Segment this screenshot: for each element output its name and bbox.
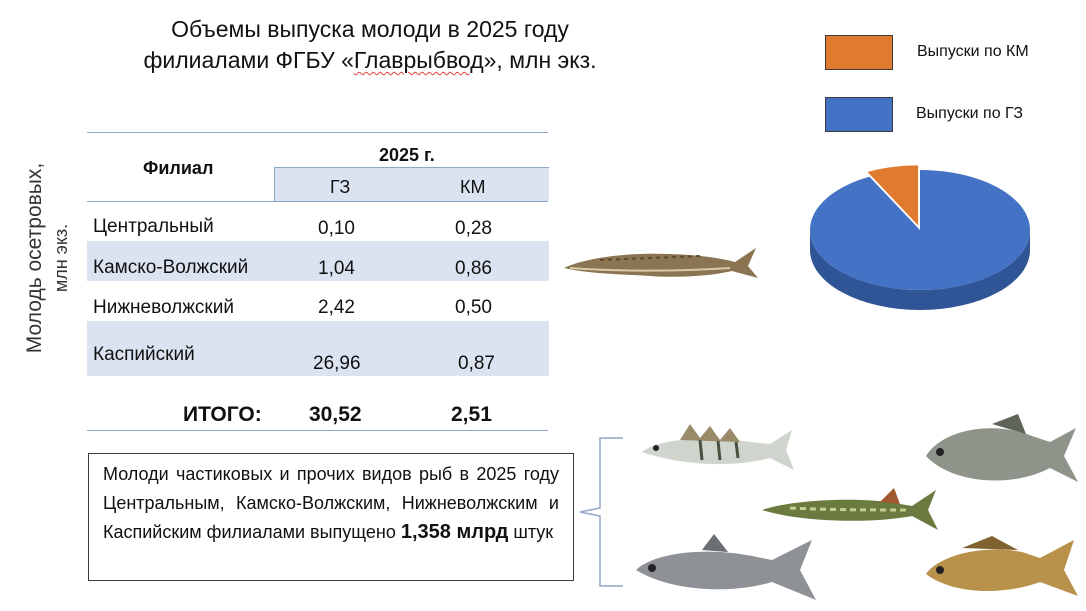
header-bottom-rule <box>87 201 548 202</box>
legend-swatch-gz <box>825 97 893 132</box>
table-row-km: 0,87 <box>458 353 495 374</box>
title-line-2: филиалами ФГБУ «Главрыбвод», млн экз. <box>110 45 630 76</box>
total-gz: 30,52 <box>309 403 362 426</box>
table-row-branch: Нижневолжский <box>93 297 234 318</box>
total-km: 2,51 <box>451 403 492 426</box>
header-divider <box>274 168 275 201</box>
column-header-branch: Филиал <box>143 158 214 178</box>
pie-side <box>810 230 1030 310</box>
table-top-rule <box>87 132 548 133</box>
legend-label-gz: Выпуски по ГЗ <box>916 105 1024 122</box>
table-bottom-rule <box>87 430 548 431</box>
title-line-1: Объемы выпуска молоди в 2025 году <box>171 16 569 42</box>
table-row-branch: Центральный <box>93 216 214 237</box>
table-row-gz: 26,96 <box>313 353 361 374</box>
perch-icon <box>642 424 794 470</box>
legend-swatch-km <box>825 35 893 70</box>
table-row-km: 0,28 <box>455 218 492 239</box>
table-row-km: 0,86 <box>455 258 492 279</box>
year-rule <box>274 167 549 168</box>
fry-release-note: Молоди частиковых и прочих видов рыб в 2… <box>88 453 574 581</box>
title-org-prefix: филиалами ФГБУ « <box>143 47 354 73</box>
table-row-km: 0,50 <box>455 297 492 318</box>
table-row-branch: Камско-Волжский <box>93 257 249 278</box>
sturgeon-icon <box>564 248 758 278</box>
release-pie-chart <box>810 165 1030 310</box>
table-row-gz: 0,10 <box>318 218 355 239</box>
carp-icon <box>926 536 1078 596</box>
silver-carp-icon <box>636 534 816 600</box>
table-row-gz: 1,04 <box>318 258 355 279</box>
bracket-icon <box>579 437 623 587</box>
pike-icon <box>762 488 938 530</box>
pie-slice-gz <box>810 170 1030 290</box>
total-label: ИТОГО: <box>183 403 262 426</box>
note-highlight: 1,358 млрд <box>400 521 509 543</box>
sturgeon-axis-label-line2: млн экз. <box>51 223 71 293</box>
sturgeon-axis-label-line1: Молодь осетровых, <box>23 162 46 354</box>
page-title: Объемы выпуска молоди в 2025 году филиал… <box>110 14 630 76</box>
pie-slice-km <box>867 165 919 226</box>
table-row-gz: 2,42 <box>318 297 355 318</box>
legend-label-km: Выпуски по КМ <box>917 43 1029 60</box>
column-header-year: 2025 г. <box>379 145 435 165</box>
title-org-suffix: », млн экз. <box>483 47 597 73</box>
table-row-branch: Каспийский <box>93 344 195 365</box>
sturgeon-axis-label: Молодь осетровых, млн экз. <box>22 133 74 383</box>
column-header-km: КМ <box>460 177 486 197</box>
bream-icon <box>926 414 1078 482</box>
note-text-end: штук <box>508 522 554 542</box>
title-org-name: Главрыбвод <box>353 47 484 73</box>
subheader-band <box>274 168 549 201</box>
row-band-4 <box>87 321 549 376</box>
note-text: Молоди частиковых и прочих видов рыб в 2… <box>103 464 559 542</box>
row-band-2 <box>87 241 549 281</box>
column-header-gz: ГЗ <box>330 177 351 197</box>
